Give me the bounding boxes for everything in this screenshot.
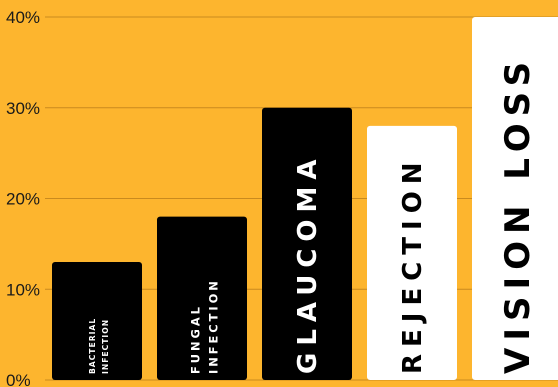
bar-labels: BACTERIAL INFECTION FUNGAL INFECTION GLAUCOM… xyxy=(88,55,538,374)
bar-category-label-line: FUNGAL xyxy=(188,304,202,374)
y-tick-label: 40% xyxy=(6,8,40,27)
bar xyxy=(262,107,352,380)
bar-category-label: VISION LOSS xyxy=(498,55,538,374)
bar-category-label-line: GLAUCOMA xyxy=(293,152,323,374)
bars xyxy=(52,17,558,381)
bar xyxy=(157,216,247,380)
y-axis-tick-labels: 0% 10% 20% 30% 40% xyxy=(6,8,40,387)
bar-category-label: GLAUCOMA xyxy=(293,152,323,374)
bar-category-label-line: BACTERIAL xyxy=(88,318,97,374)
bar-category-label-line: INFECTION xyxy=(101,319,110,374)
y-tick-label: 30% xyxy=(6,99,40,118)
bar-category-label: REJECTION xyxy=(398,155,428,374)
bar xyxy=(472,17,558,380)
bar-category-label-line: INFECTION xyxy=(206,278,220,374)
y-tick-label: 10% xyxy=(6,280,40,299)
bar-category-label: BACTERIAL INFECTION xyxy=(88,318,110,374)
bar-category-label-line: REJECTION xyxy=(398,155,428,374)
bar xyxy=(52,262,142,380)
bar-category-label: FUNGAL INFECTION xyxy=(188,278,220,374)
y-tick-label: 20% xyxy=(6,190,40,209)
y-tick-label: 0% xyxy=(6,371,31,387)
bar xyxy=(367,125,457,381)
bar-category-label-line: VISION LOSS xyxy=(498,55,538,374)
